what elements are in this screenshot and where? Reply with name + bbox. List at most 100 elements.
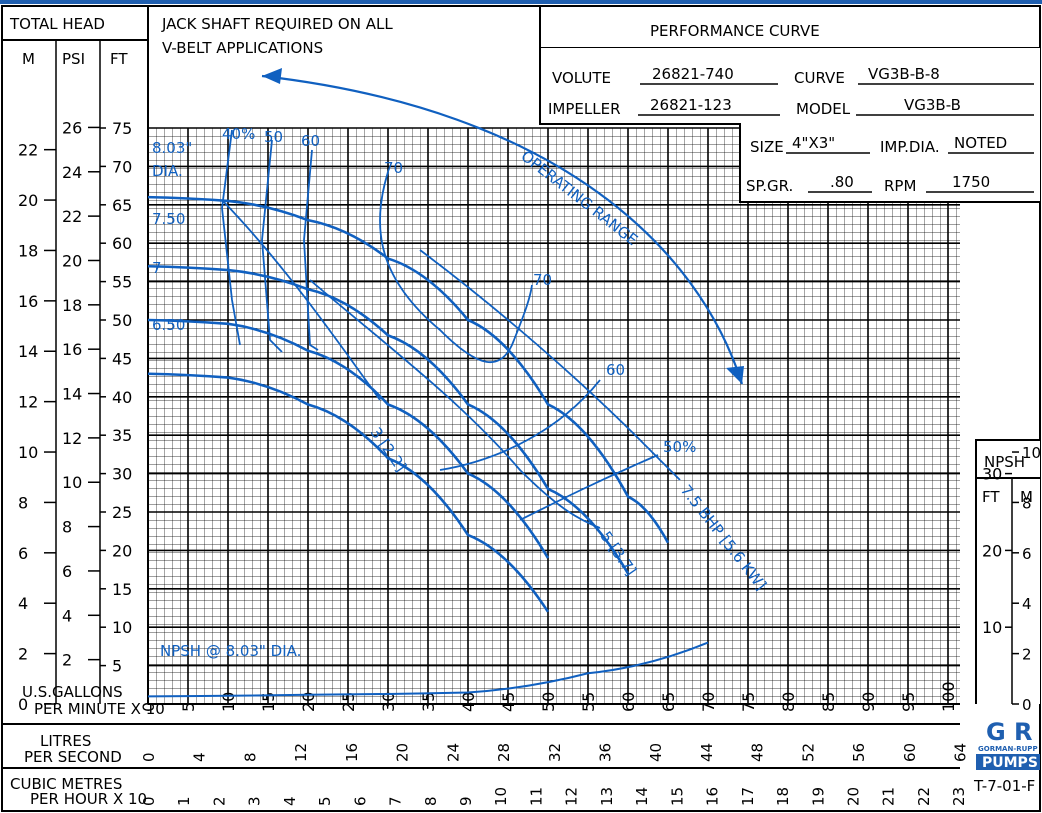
psi-tick-label: 22 <box>62 207 82 226</box>
psi-tick-label: 12 <box>62 429 82 448</box>
logo-mark: G R <box>986 718 1033 746</box>
lps-tick-label: 56 <box>850 743 868 762</box>
lps-tick-label: 52 <box>799 743 817 762</box>
m-tick-label: 20 <box>18 191 38 210</box>
head-curve <box>147 264 630 575</box>
psi-tick-label: 14 <box>62 385 82 404</box>
logo-pumps: PUMPS <box>982 755 1038 771</box>
npsh-m-tick-label: 2 <box>1022 646 1032 664</box>
lps-tick-label: 40 <box>647 743 665 762</box>
npsh-m-tick-label: 10 <box>1022 444 1041 462</box>
cmh-tick-label: 6 <box>351 796 369 806</box>
gpm-tick-label: 0 <box>139 702 158 712</box>
npsh-m-tick-label: 8 <box>1022 494 1032 512</box>
npsh-m-tick-label: 6 <box>1022 545 1032 563</box>
logo-company: GORMAN-RUPP <box>978 745 1038 753</box>
m-tick-label: 12 <box>18 393 38 412</box>
cmh-tick-label: 2 <box>210 796 228 806</box>
lps-tick-label: 0 <box>140 752 158 762</box>
doc-id: T-7-01-F <box>973 777 1035 795</box>
gpm-tick-label: 5 <box>179 702 198 712</box>
rpm-value: 1750 <box>952 173 990 191</box>
lps-tick-label: 16 <box>343 743 361 762</box>
ft-tick-label: 10 <box>112 618 132 637</box>
npsh-ft-label: FT <box>982 488 1000 506</box>
dia-803-label: 8.03" <box>152 139 192 157</box>
model-label: MODEL <box>796 100 851 118</box>
ft-tick-label: 15 <box>112 580 132 599</box>
gpm-tick-label: 80 <box>779 692 798 712</box>
size-value: 4"X3" <box>792 134 835 152</box>
ft-tick-label: 25 <box>112 503 132 522</box>
note-line-2: V-BELT APPLICATIONS <box>162 39 323 57</box>
volute-value: 26821-740 <box>652 65 734 83</box>
cmh-tick-label: 23 <box>950 787 968 806</box>
cmh-tick-label: 1 <box>175 796 193 806</box>
m-tick-label: 16 <box>18 292 38 311</box>
lps-tick-label: 44 <box>698 743 716 762</box>
cmh-axis-ticks: 0 1 2 3 4 5 6 7 8 9 10 11 12 13 14 15 16 17 18 19 20 21 22 23 <box>140 787 968 806</box>
lps-tick-label: 32 <box>546 743 564 762</box>
lps-tick-label: 48 <box>749 743 767 762</box>
ft-tick-label: 50 <box>112 311 132 330</box>
gorman-rupp-logo: G R GORMAN-RUPP PUMPS <box>976 718 1040 771</box>
gpm-axis-ticks: 0 5 10 15 20 25 30 35 40 45 50 55 60 65 70 75 80 85 90 95 10… <box>139 681 958 712</box>
dia-803-dia-label: DIA. <box>152 162 183 180</box>
gpm-tick-label: 95 <box>899 692 918 712</box>
eff-60-label: 60 <box>301 132 320 150</box>
cmh-tick-label: 13 <box>598 787 616 806</box>
ft-tick-label: 55 <box>112 273 132 292</box>
dia-7-label: 7 <box>152 259 162 277</box>
gpm-tick-label: 85 <box>819 692 838 712</box>
psi-tick-label: 24 <box>62 163 82 182</box>
eff-50-lower-curve <box>519 454 659 521</box>
lps-tick-label: 60 <box>901 743 919 762</box>
npsh-ft-tick-label: 10 <box>982 618 1002 637</box>
npsh-m-label: M <box>1020 488 1033 506</box>
ft-axis-ticks: 5 10 15 20 25 30 35 40 45 50 55 60 65 70 75 <box>100 119 132 676</box>
gpm-tick-label: 65 <box>659 692 678 712</box>
cmh-tick-label: 15 <box>668 787 686 806</box>
npsh-ft-tick-label: 30 <box>982 465 1002 484</box>
eff-40-label: 40% <box>222 125 255 143</box>
plot-grid <box>148 128 960 704</box>
gpm-label-2: PER MINUTE X 10 <box>34 700 165 718</box>
impdia-label: IMP.DIA. <box>880 138 940 156</box>
gpm-tick-label: 25 <box>339 692 358 712</box>
head-curve <box>147 372 550 613</box>
m-tick-label: 10 <box>18 443 38 462</box>
eff-60-curve <box>303 149 319 351</box>
gpm-tick-label: 75 <box>739 692 758 712</box>
ft-tick-label: 20 <box>112 541 132 560</box>
m-tick-label: 0 <box>18 695 28 714</box>
npsh-m-tick-label: 0 <box>1022 696 1032 714</box>
gpm-tick-label: 20 <box>299 692 318 712</box>
psi-tick-label: 4 <box>62 606 72 625</box>
impeller-value: 26821-123 <box>650 96 732 114</box>
npsh-ft-tick-label: 20 <box>982 541 1002 560</box>
chart-title: PERFORMANCE CURVE <box>650 22 820 40</box>
cmh-label-1: CUBIC METRES <box>10 775 122 793</box>
psi-label: PSI <box>62 50 85 68</box>
gpm-label-1: U.S.GALLONS <box>22 683 123 701</box>
dia-750-label: 7.50 <box>152 210 185 228</box>
impeller-label: IMPELLER <box>548 100 621 118</box>
cmh-tick-label: 20 <box>844 787 862 806</box>
spec-box-border <box>539 48 1040 203</box>
head-curve <box>147 318 550 559</box>
gpm-tick-label: 50 <box>539 692 558 712</box>
lps-tick-label: 8 <box>241 752 259 762</box>
cmh-tick-label: 7 <box>387 796 405 806</box>
cmh-tick-label: 8 <box>422 796 440 806</box>
lps-tick-label: 64 <box>952 743 970 762</box>
cmh-tick-label: 9 <box>457 796 475 806</box>
bhp-5-curve <box>309 279 601 529</box>
gpm-tick-label: 35 <box>419 692 438 712</box>
spec-box-top <box>540 48 1040 124</box>
gpm-tick-label: 90 <box>859 692 878 712</box>
model-value: VG3B-B <box>904 96 961 114</box>
cmh-tick-label: 22 <box>915 787 933 806</box>
title-box <box>539 5 1041 49</box>
volute-label: VOLUTE <box>552 69 611 87</box>
